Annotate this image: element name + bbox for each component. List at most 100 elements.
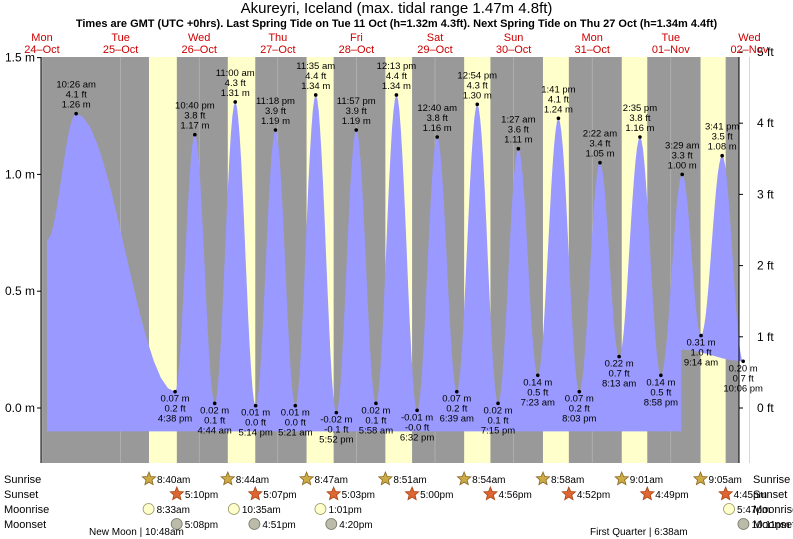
tide-m-label: 1.30 m: [463, 90, 492, 101]
tide-time-label: 5:58 am: [359, 425, 393, 436]
moon-phase-first-quarter: First Quarter | 6:38am: [590, 527, 688, 538]
tide-point: [638, 135, 642, 139]
tide-time-label: 8:13 am: [602, 379, 636, 390]
tide-point: [454, 389, 459, 394]
tide-m-label: 1.17 m: [180, 121, 209, 132]
tide-ft-label: 4.4 ft: [305, 71, 326, 82]
day-name-label: Mon: [31, 32, 52, 44]
sunset-time: 4:45pm: [734, 490, 767, 501]
sunrise-time: 8:51am: [393, 475, 426, 486]
tide-ft-label: 0.7 ft: [733, 373, 754, 384]
tide-m-label: 0.01 m: [241, 408, 270, 419]
tide-point: [212, 401, 217, 406]
day-date-label: 27–Oct: [260, 44, 295, 56]
tide-time-label: 12:54 pm: [457, 70, 497, 81]
left-axis-label: 1.0 m: [5, 167, 35, 181]
tide-m-label: 0.07 m: [442, 394, 471, 405]
tide-ft-label: 0.2 ft: [569, 404, 590, 415]
tide-point: [394, 93, 399, 97]
tide-point: [74, 111, 78, 116]
tide-ft-label: -0.1 ft: [324, 425, 349, 436]
sunset-icon: [169, 485, 185, 501]
tide-ft-label: 3.9 ft: [265, 106, 286, 117]
tide-ft-label: -0.0 ft: [405, 422, 430, 433]
moonrise-icon: [314, 503, 327, 515]
moonrise-icon: [227, 503, 240, 515]
tide-time-label: 11:18 pm: [256, 96, 295, 107]
tide-ft-label: 3.8 ft: [427, 113, 448, 124]
tide-time-label: 2:22 am: [583, 129, 617, 140]
sunrise-icon: [298, 470, 315, 486]
right-axis-label: 0 ft: [757, 401, 774, 415]
tide-ft-label: 4.1 ft: [66, 90, 87, 101]
moon-phase-new: New Moon | 10:48am: [89, 527, 184, 538]
sunrise-icon: [377, 470, 393, 486]
tide-time-label: 1:27 am: [501, 115, 535, 126]
tide-time-label: 5:14 pm: [238, 428, 272, 439]
tide-m-label: 0.07 m: [565, 394, 594, 405]
left-axis-label: 1.5 m: [5, 51, 35, 65]
tide-time-label: 3:29 am: [665, 140, 699, 151]
moonrise-time: 10:35am: [242, 505, 281, 516]
tide-ft-label: 0.0 ft: [245, 418, 266, 429]
tide-time-label: 5:21 am: [278, 428, 312, 439]
tide-point: [173, 389, 177, 394]
moonrise-icon: [723, 503, 735, 515]
tide-time-label: 6:39 am: [440, 414, 474, 425]
sunrise-icon: [692, 470, 709, 486]
tide-point: [253, 403, 258, 408]
sunset-time: 4:49pm: [655, 490, 688, 501]
tide-m-label: 1.24 m: [544, 104, 573, 115]
right-axis-label: 4 ft: [757, 116, 774, 130]
sunset-icon: [247, 485, 263, 501]
tide-point: [273, 128, 278, 132]
row-label-moonrise: Moonrise: [4, 504, 49, 516]
tide-point: [496, 401, 500, 406]
tide-point: [556, 116, 561, 121]
tide-m-label: 1.16 m: [423, 123, 452, 134]
tide-time-label: 7:15 pm: [481, 425, 515, 436]
tide-ft-label: 0.0 ft: [285, 418, 306, 429]
tide-point: [659, 373, 663, 378]
tide-ft-label: 3.9 ft: [346, 106, 367, 117]
tide-ft-label: 0.1 ft: [204, 415, 225, 426]
row-label-right-sunset: Sunset: [753, 489, 787, 501]
tide-m-label: 1.19 m: [261, 116, 290, 127]
tide-time-label: 5:52 pm: [319, 435, 353, 446]
sunset-time: 5:03pm: [342, 490, 375, 501]
moonset-time: 4:20pm: [339, 520, 372, 531]
tide-m-label: 1.19 m: [342, 116, 371, 127]
sunrise-time: 9:01am: [630, 475, 663, 486]
tide-m-label: 1.11 m: [504, 135, 532, 146]
tide-m-label: 0.02 m: [200, 405, 229, 416]
tide-point: [313, 93, 318, 97]
tide-point: [577, 389, 582, 394]
chart-subtitle: Times are GMT (UTC +0hrs). Last Spring T…: [75, 18, 718, 30]
tide-ft-label: 4.1 ft: [548, 94, 569, 105]
sunrise-time: 8:54am: [472, 475, 505, 486]
tide-m-label: 1.31 m: [221, 88, 250, 99]
sunset-time: 5:10pm: [185, 490, 218, 501]
tide-m-label: 1.16 m: [625, 123, 654, 134]
tide-point: [617, 354, 621, 359]
tide-ft-label: 0.5 ft: [650, 387, 671, 398]
day-name-label: Fri: [350, 32, 363, 44]
moonrise-time: 8:33am: [157, 505, 190, 516]
right-axis-label: 2 ft: [757, 259, 774, 273]
tide-m-label: 0.20 m: [729, 363, 758, 374]
sunset-time: 5:00pm: [420, 490, 453, 501]
tide-time-label: 6:32 pm: [400, 432, 434, 443]
tide-m-label: 0.14 m: [523, 377, 552, 388]
row-label-sunset: Sunset: [4, 489, 38, 501]
sunset-icon: [639, 485, 655, 501]
right-axis-label: 3 ft: [757, 187, 774, 201]
tide-ft-label: 0.5 ft: [527, 387, 548, 398]
tide-point: [415, 408, 419, 413]
tide-m-label: 1.34 m: [301, 81, 330, 92]
moonset-time: 4:51pm: [262, 520, 295, 531]
tide-point: [293, 403, 298, 408]
tide-point: [741, 359, 745, 364]
tide-time-label: 10:06 pm: [723, 383, 763, 394]
sunset-icon: [561, 485, 577, 501]
tide-time-label: 1:41 pm: [541, 84, 575, 95]
